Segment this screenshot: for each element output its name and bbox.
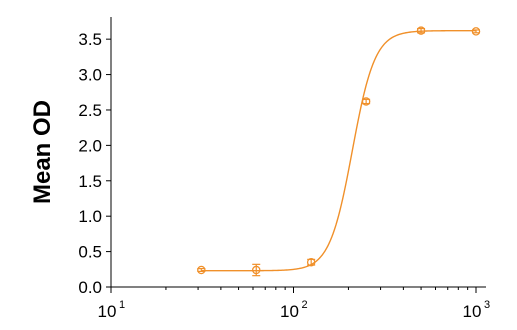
y-tick-label: 1.5	[78, 172, 102, 191]
y-axis-label: Mean OD	[29, 100, 56, 204]
data-point	[251, 265, 261, 275]
data-point	[306, 257, 316, 267]
data-point	[361, 97, 371, 106]
x-tick-exponent: 3	[484, 299, 490, 311]
y-tick-label: 2.5	[78, 101, 102, 120]
y-tick-label: 1.0	[78, 207, 102, 226]
x-tick-label: 10	[280, 302, 299, 321]
y-tick-label: 2.0	[78, 136, 102, 155]
x-tick-exponent: 2	[301, 299, 307, 311]
fit-curve	[201, 29, 476, 272]
data-point	[197, 265, 206, 275]
data-point	[416, 26, 426, 35]
plot-area: 0.00.51.01.52.02.53.03.510 1 10 2 10 3	[78, 17, 490, 321]
y-tick-label: 3.0	[78, 66, 102, 85]
y-tick-label: 3.5	[78, 30, 102, 49]
data-point	[471, 27, 481, 36]
x-tick-exponent: 1	[119, 299, 125, 311]
x-tick-label: 10	[98, 302, 117, 321]
y-tick-label: 0.5	[78, 243, 102, 262]
x-tick-label: 10	[463, 302, 482, 321]
y-tick-label: 0.0	[78, 278, 102, 297]
